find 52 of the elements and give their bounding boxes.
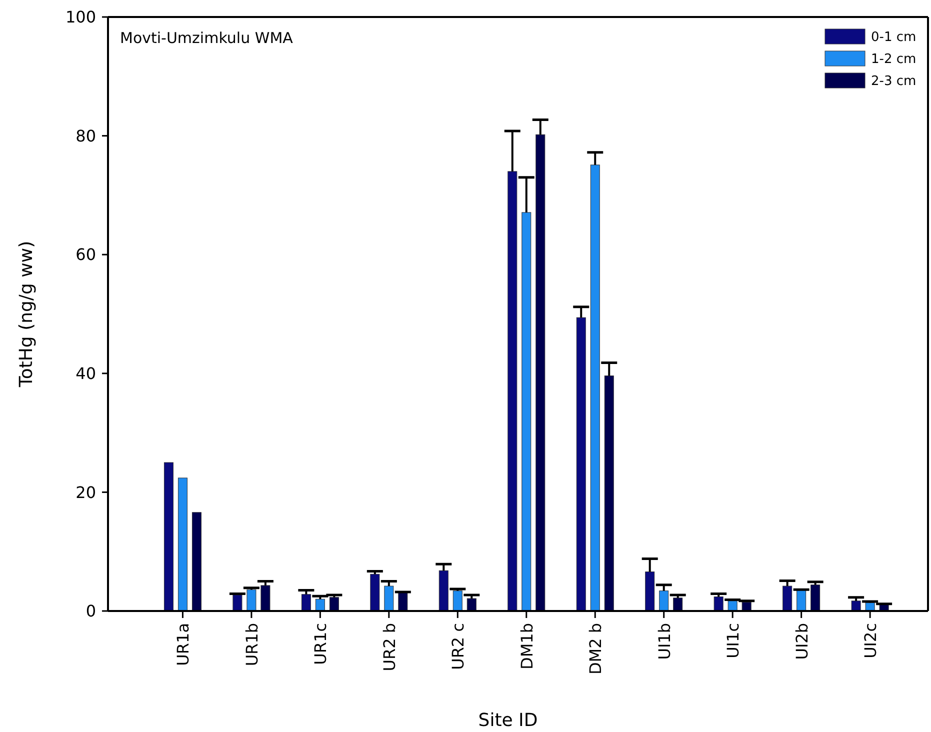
x-tick-label: UR1a [174, 623, 193, 666]
bar [645, 572, 655, 612]
bar [782, 586, 792, 612]
bar [714, 596, 724, 612]
bar [329, 597, 339, 612]
bar [438, 570, 448, 612]
annotation: Movti-Umzimkulu WMA [120, 29, 294, 47]
y-tick-label: 80 [76, 126, 96, 146]
x-tick-label: UR2 c [448, 623, 468, 670]
bar [590, 164, 600, 612]
y-tick-label: 40 [76, 364, 96, 383]
bar [178, 478, 188, 612]
legend-label: 0-1 cm [871, 30, 916, 45]
bar [865, 602, 875, 612]
x-tick-label: UI2b [792, 623, 812, 660]
bar [246, 589, 256, 612]
bar [536, 134, 546, 612]
y-axis-title: TotHg (ng/g ww) [16, 240, 37, 388]
x-tick-label: DM2 b [586, 623, 606, 675]
x-tick-label: UI1c [724, 623, 743, 658]
x-tick-label: UR2 b [380, 623, 399, 672]
bar [398, 592, 408, 612]
bar [673, 598, 683, 612]
x-tick-label: UR1c [311, 623, 330, 665]
y-tick-label: 100 [65, 8, 96, 27]
bar [164, 462, 174, 612]
bar [301, 594, 311, 612]
y-tick-label: 20 [76, 482, 96, 502]
legend-label: 2-3 cm [871, 74, 916, 89]
bar [452, 590, 462, 612]
bar [260, 585, 270, 612]
y-tick-label: 0 [86, 602, 96, 621]
legend-label: 1-2 cm [871, 52, 916, 67]
x-tick-label: UI2c [861, 623, 880, 658]
x-tick-label: UR1b [242, 623, 262, 666]
y-tick-label: 60 [76, 245, 96, 264]
bar [384, 586, 394, 612]
x-axis-title: Site ID [478, 710, 538, 731]
bar [659, 590, 669, 612]
x-tick-label: UI1b [654, 623, 674, 660]
bar [604, 376, 614, 612]
bar [851, 600, 861, 612]
bar [576, 317, 586, 612]
bar [522, 212, 532, 612]
bar [810, 584, 820, 612]
bar [508, 171, 518, 612]
bar [232, 594, 242, 612]
bar [192, 512, 202, 612]
bar [370, 574, 380, 612]
bar [466, 598, 476, 612]
x-tick-label: DM1b [517, 623, 536, 670]
bar [796, 590, 806, 612]
